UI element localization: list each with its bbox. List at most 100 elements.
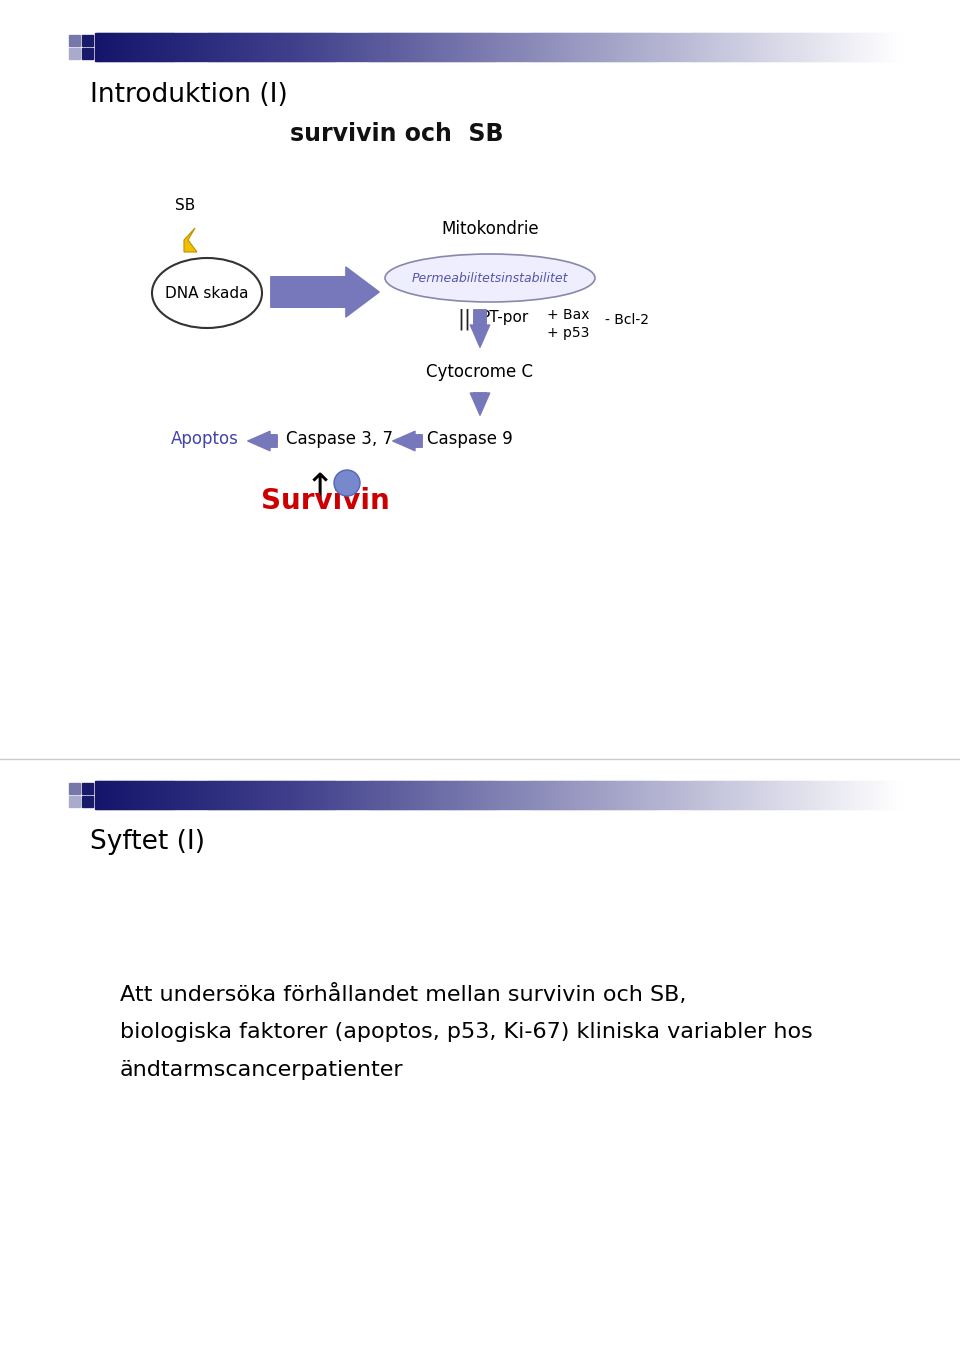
Bar — [554, 781, 557, 809]
Bar — [651, 781, 653, 809]
Text: PT-por: PT-por — [480, 310, 528, 325]
Bar — [266, 33, 269, 62]
Text: SB: SB — [175, 198, 195, 213]
Bar — [773, 781, 776, 809]
Bar — [684, 781, 687, 809]
Bar — [139, 781, 142, 809]
Bar — [367, 781, 370, 809]
Bar — [475, 33, 478, 62]
Bar — [204, 33, 206, 62]
Bar — [566, 33, 568, 62]
Bar — [681, 33, 684, 62]
Bar — [121, 33, 124, 62]
Bar — [395, 33, 397, 62]
Bar — [205, 781, 208, 809]
Bar — [337, 33, 339, 62]
Bar — [389, 33, 392, 62]
Bar — [622, 781, 625, 809]
Bar — [445, 781, 448, 809]
Bar — [877, 33, 880, 62]
Bar — [302, 33, 305, 62]
Bar — [433, 781, 436, 809]
Bar — [570, 781, 573, 809]
Bar — [167, 781, 170, 809]
Bar — [659, 781, 661, 809]
Bar — [442, 781, 444, 809]
Bar — [721, 33, 724, 62]
Bar — [218, 781, 221, 809]
Bar — [196, 781, 199, 809]
Bar — [244, 33, 247, 62]
Bar — [132, 781, 134, 809]
Bar — [457, 781, 460, 809]
Bar — [892, 33, 895, 62]
Bar — [69, 796, 80, 807]
Bar — [413, 781, 416, 809]
Bar — [209, 33, 212, 62]
Bar — [304, 781, 307, 809]
Bar — [638, 33, 641, 62]
Bar — [582, 781, 585, 809]
Bar — [800, 33, 803, 62]
Bar — [132, 33, 134, 62]
Bar — [240, 33, 243, 62]
Bar — [435, 33, 438, 62]
Bar — [882, 33, 885, 62]
Bar — [564, 33, 566, 62]
Bar — [791, 33, 794, 62]
Bar — [753, 33, 756, 62]
Bar — [172, 781, 175, 809]
Bar — [508, 781, 511, 809]
Bar — [236, 33, 239, 62]
Bar — [319, 781, 322, 809]
Bar — [642, 33, 645, 62]
Bar — [562, 33, 564, 62]
Bar — [284, 33, 287, 62]
Bar — [590, 781, 593, 809]
Bar — [536, 33, 539, 62]
Bar — [562, 781, 564, 809]
Bar — [427, 33, 430, 62]
Bar — [756, 781, 757, 809]
Bar — [655, 33, 658, 62]
Bar — [872, 781, 875, 809]
Bar — [757, 781, 760, 809]
Bar — [387, 33, 390, 62]
Bar — [391, 781, 394, 809]
Bar — [439, 781, 442, 809]
Bar — [232, 33, 234, 62]
Bar — [294, 33, 297, 62]
Bar — [109, 781, 112, 809]
FancyArrowPatch shape — [248, 431, 277, 451]
Bar — [890, 33, 893, 62]
Bar — [824, 781, 827, 809]
Bar — [548, 33, 551, 62]
Bar — [133, 33, 136, 62]
Bar — [154, 781, 156, 809]
Bar — [135, 33, 138, 62]
Bar — [888, 33, 891, 62]
Bar — [541, 33, 544, 62]
Bar — [729, 781, 732, 809]
Bar — [516, 781, 518, 809]
Bar — [449, 781, 452, 809]
Bar — [822, 33, 825, 62]
Bar — [250, 781, 252, 809]
Bar — [570, 33, 573, 62]
Bar — [300, 33, 303, 62]
Bar — [347, 33, 349, 62]
Bar — [82, 796, 93, 807]
Bar — [314, 781, 317, 809]
Bar — [776, 33, 778, 62]
Bar — [683, 33, 685, 62]
Bar — [707, 781, 709, 809]
Bar — [741, 33, 744, 62]
Bar — [713, 781, 715, 809]
Bar — [668, 33, 671, 62]
Bar — [882, 781, 885, 809]
Bar — [220, 33, 223, 62]
Bar — [304, 33, 307, 62]
Bar — [717, 33, 720, 62]
Bar — [459, 33, 462, 62]
Bar — [733, 781, 735, 809]
